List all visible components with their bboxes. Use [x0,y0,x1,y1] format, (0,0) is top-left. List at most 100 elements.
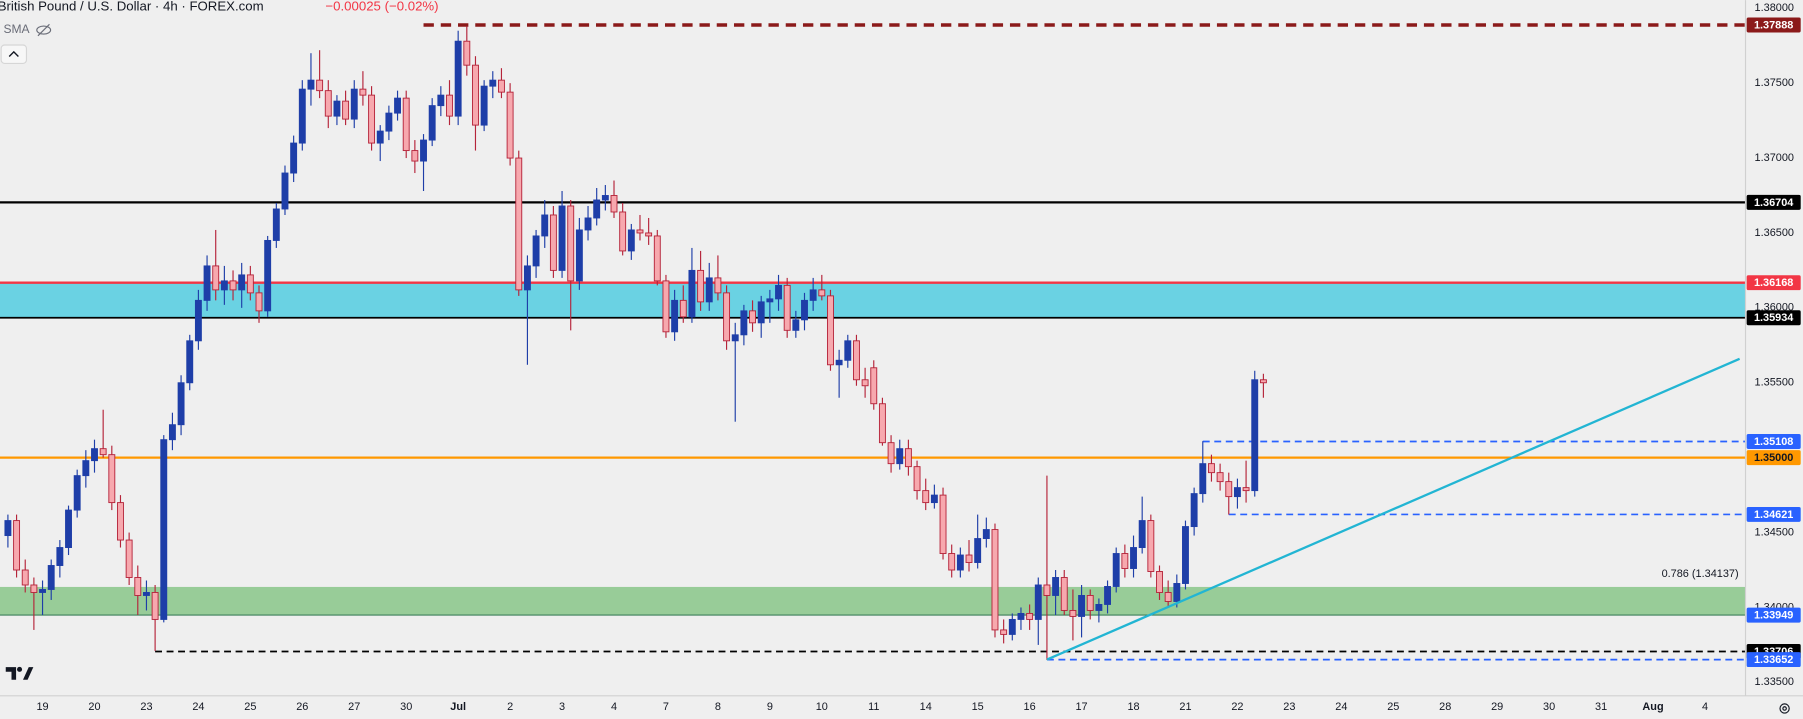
candle-body [463,40,471,66]
candle-body [688,269,696,318]
candle-body [238,274,246,291]
x-tick-label: 25 [244,701,256,713]
candle-body [160,439,168,620]
price-tag-label: 1.33706 [1754,646,1793,658]
candle-body [740,310,748,336]
candle-body [1182,526,1189,584]
candle-body [645,232,653,237]
x-tick-label: 23 [1283,701,1295,713]
candle-body [125,539,133,578]
y-tick-label: 1.34000 [1755,601,1794,613]
price-tag-label: 1.33949 [1754,610,1793,622]
candle-body [168,424,176,441]
y-tick-label: 1.38000 [1755,2,1794,14]
candle-body [982,529,990,540]
x-tick-label: Jul [450,701,466,713]
y-tick-label: 1.36500 [1755,227,1794,239]
candle-body [73,475,81,511]
price-tag-label: 1.35934 [1754,312,1793,324]
levels [0,23,1746,661]
x-tick-label: 30 [400,701,412,713]
price-tag [1746,434,1801,449]
candle-body [117,502,124,541]
candle-body [1060,577,1068,611]
candle-body [420,139,427,162]
candle-body [428,105,436,141]
candle-body [749,310,756,324]
candle-body [203,265,211,301]
y-tick-label: 1.37000 [1755,152,1794,164]
zone [0,282,1746,318]
candle-body [541,214,549,237]
price-tag [1746,275,1801,291]
candles [4,26,1267,660]
price-tag [1746,194,1801,210]
candle-body [1112,553,1120,587]
candle-body [290,142,298,174]
candle-body [1095,603,1103,611]
candle-body [679,299,687,318]
price-tag-label: 1.33652 [1754,654,1793,666]
price-tag-label: 1.36704 [1754,197,1793,209]
candle-body [705,277,713,303]
candle-body [619,211,627,252]
x-tick-label: 17 [1075,701,1087,713]
candle-body [108,454,116,504]
x-tick-label: 27 [348,701,360,713]
candle-body [272,208,280,241]
candle-body [783,284,791,331]
price-tag [1746,17,1801,33]
candle-body [801,299,808,321]
candle-body [333,100,341,117]
axes: 1.380001.375001.370001.365001.360001.355… [36,2,1801,713]
candle-body [264,239,272,312]
candle-body [1026,612,1034,620]
candle-body [4,520,12,537]
candle-body [1190,493,1198,528]
candle-body [281,172,289,210]
candle-body [307,79,315,90]
candle-body [896,448,904,465]
x-tick-label: 30 [1543,701,1555,713]
candle-body [30,584,38,593]
candle-body [255,292,263,312]
candle-body [1251,379,1259,492]
x-tick-label: 16 [1024,701,1036,713]
candle-body [394,97,401,114]
collapse-button[interactable] [0,44,28,64]
candle-body [472,64,479,126]
x-tick-label: 28 [1439,701,1451,713]
candle-body [532,235,540,267]
candle-body [549,214,557,271]
overlays: 0.786 (1.34137) [1046,357,1741,661]
candle-body [878,403,886,444]
visibility-icon[interactable] [36,23,52,37]
x-tick-label: 22 [1231,701,1243,713]
symbol-title: British Pound / U.S. Dollar · 4h · FOREX… [0,0,264,14]
settings-icon[interactable] [1779,703,1790,714]
candle-body [922,490,930,504]
price-tag [1746,652,1801,668]
candle-body [610,195,618,213]
candle-body [376,130,384,144]
candle-body [593,199,601,219]
candle-body [809,289,817,301]
candle-body [1207,463,1215,474]
candle-body [671,299,679,333]
candle-body [1069,609,1077,617]
candle-body [1173,583,1181,602]
candle-body [584,217,592,231]
x-tick-label: 3 [559,701,565,713]
candle-body [1130,547,1137,569]
candle-body [454,40,462,117]
candle-body [1147,520,1155,572]
candle-body [1078,595,1086,617]
candle-body [662,280,670,333]
candle-body [887,442,895,465]
price-tag [1746,450,1801,466]
price-change: −0.00025 (−0.02%) [325,0,438,14]
candle-body [342,100,350,120]
x-tick-label: 2 [507,701,513,713]
candle-body [723,292,731,342]
price-tag-label: 1.37888 [1754,19,1793,31]
